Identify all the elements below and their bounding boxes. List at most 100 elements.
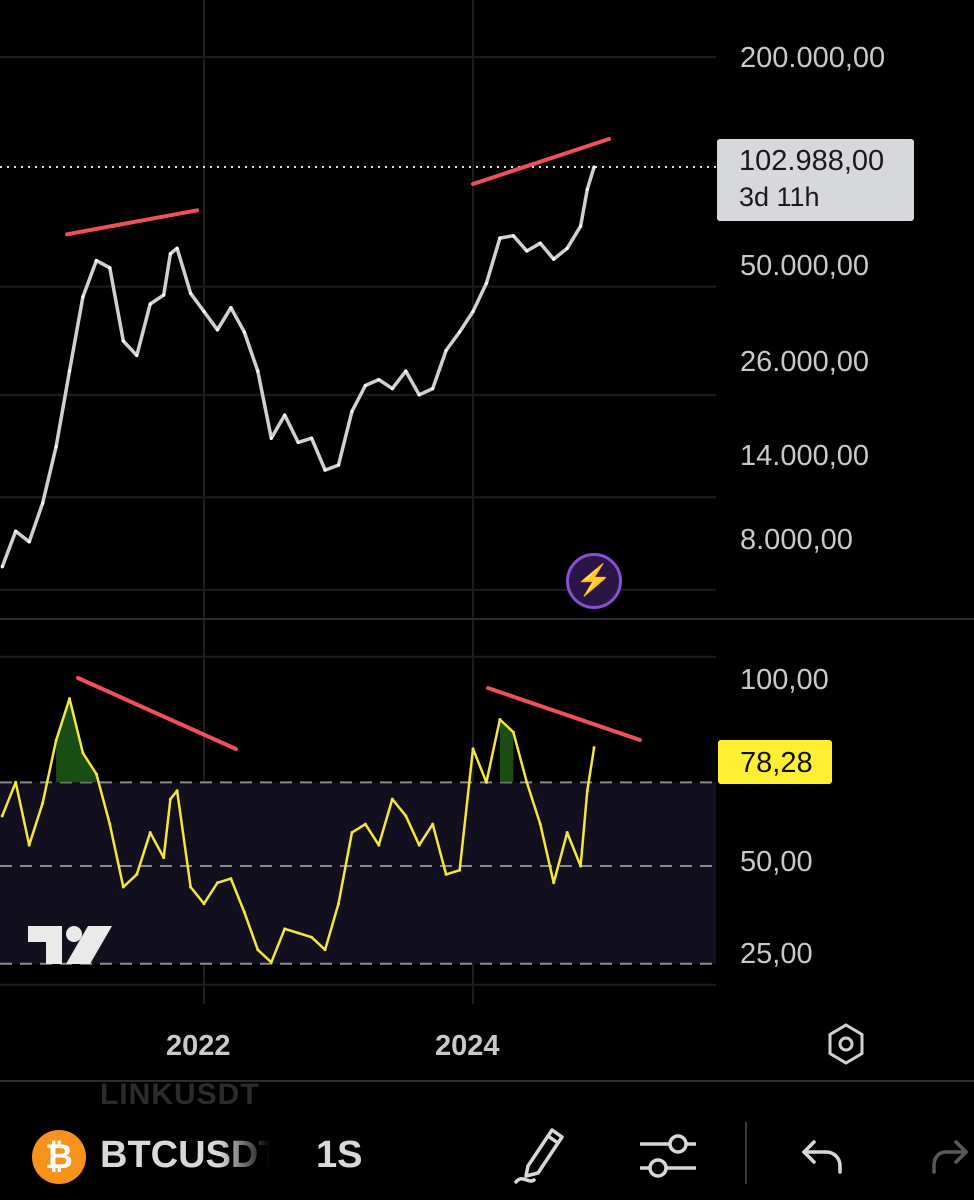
price-point <box>121 339 125 343</box>
rsi-point <box>269 960 273 964</box>
price-point <box>162 293 166 297</box>
price-pane <box>0 136 716 569</box>
price-point <box>363 383 367 388</box>
rsi-point <box>390 797 394 801</box>
pencil-icon[interactable] <box>512 1124 572 1191</box>
rsi-point <box>256 948 260 952</box>
lightning-icon[interactable]: ⚡ <box>566 553 622 609</box>
rsi-point <box>552 881 556 885</box>
rsi-point <box>148 831 152 835</box>
rsi-tick-25: 25,00 <box>740 938 813 970</box>
tradingview-logo-icon <box>28 922 118 973</box>
settings-icon[interactable] <box>824 1022 868 1071</box>
price-point <box>168 252 172 256</box>
rsi-value-label: 78,28 <box>718 740 832 784</box>
rsi-point <box>68 697 71 701</box>
price-tick-50000: 50.000,00 <box>740 250 870 282</box>
price-point <box>444 348 448 353</box>
rsi-point <box>81 751 85 755</box>
interval-selector[interactable]: 1S <box>316 1134 363 1176</box>
price-point <box>135 353 139 357</box>
price-series-line <box>0 166 596 568</box>
rsi-point <box>484 780 488 784</box>
bottom-toolbar <box>0 1108 974 1200</box>
price-point <box>377 378 381 382</box>
symbol-selector[interactable]: BTCUSDT <box>100 1134 270 1176</box>
price-point <box>404 369 408 373</box>
rsi-point <box>471 747 475 751</box>
rsi-point <box>592 746 596 750</box>
current-price-label: 102.988,00 3d 11h <box>717 139 914 221</box>
rsi-overbought-fill <box>56 698 97 783</box>
price-point <box>269 436 273 440</box>
rsi-divergence-line-2 <box>486 686 642 742</box>
rsi-divergence-line-1 <box>76 676 238 751</box>
pane-divider[interactable] <box>0 618 974 620</box>
redo-icon[interactable] <box>932 1136 974 1181</box>
rsi-point <box>296 931 300 935</box>
price-point <box>229 306 233 310</box>
price-point <box>498 236 502 240</box>
price-tick-8000: 8.000,00 <box>740 524 853 556</box>
rsi-point <box>189 885 193 889</box>
price-point <box>350 409 354 414</box>
rsi-point <box>538 822 542 826</box>
sliders-icon[interactable] <box>638 1132 698 1185</box>
toolbar-divider <box>0 1080 974 1082</box>
bitcoin-coin-icon[interactable]: ₿ <box>32 1130 86 1184</box>
price-point <box>188 291 193 295</box>
price-point <box>256 369 260 373</box>
rsi-point <box>162 856 166 860</box>
rsi-point <box>108 822 112 826</box>
price-point <box>585 187 589 191</box>
price-point <box>471 309 475 314</box>
price-point <box>81 295 85 299</box>
price-point <box>283 413 287 417</box>
toolbar-separator <box>745 1122 747 1184</box>
price-point <box>67 369 72 373</box>
bar-countdown: 3d 11h <box>739 182 820 212</box>
rsi-overbought-fill <box>499 719 514 783</box>
rsi-point <box>94 772 98 776</box>
rsi-point <box>202 902 206 906</box>
ghost-symbol-text: LINKUSDT <box>100 1078 260 1111</box>
price-tick-26000: 26.000,00 <box>740 346 870 378</box>
rsi-point <box>121 885 125 889</box>
price-point <box>323 468 327 472</box>
rsi-point <box>579 864 583 868</box>
year-label-2022: 2022 <box>166 1030 231 1062</box>
price-point <box>94 258 98 263</box>
price-point <box>296 440 300 445</box>
price-point <box>565 246 569 250</box>
price-point <box>592 165 596 169</box>
rsi-point <box>323 948 327 952</box>
rsi-tick-50: 50,00 <box>740 846 813 878</box>
rsi-tick-100: 100,00 <box>740 664 829 696</box>
rsi-point <box>431 822 435 826</box>
price-tick-14000: 14.000,00 <box>740 440 870 472</box>
price-point <box>14 529 18 533</box>
price-point <box>54 445 58 449</box>
rsi-pane <box>0 676 716 965</box>
price-point <box>27 540 31 544</box>
price-point <box>41 501 45 505</box>
rsi-point <box>229 877 233 881</box>
rsi-point <box>498 718 502 722</box>
rsi-current-value: 78,28 <box>740 747 813 779</box>
price-point <box>336 463 341 467</box>
undo-icon[interactable] <box>800 1136 844 1181</box>
rsi-point <box>0 814 4 818</box>
current-price-value: 102.988,00 <box>739 145 885 177</box>
price-point <box>457 330 462 334</box>
rsi-point <box>54 738 58 742</box>
price-divergence-line-2 <box>471 136 612 186</box>
rsi-point <box>377 843 381 847</box>
price-point <box>417 393 421 397</box>
chart-canvas[interactable] <box>0 0 974 1108</box>
price-point <box>431 386 435 391</box>
rsi-point <box>404 814 408 818</box>
rsi-point <box>458 868 462 872</box>
rsi-point <box>242 910 246 914</box>
rsi-point <box>337 902 340 906</box>
rsi-point <box>444 872 448 876</box>
